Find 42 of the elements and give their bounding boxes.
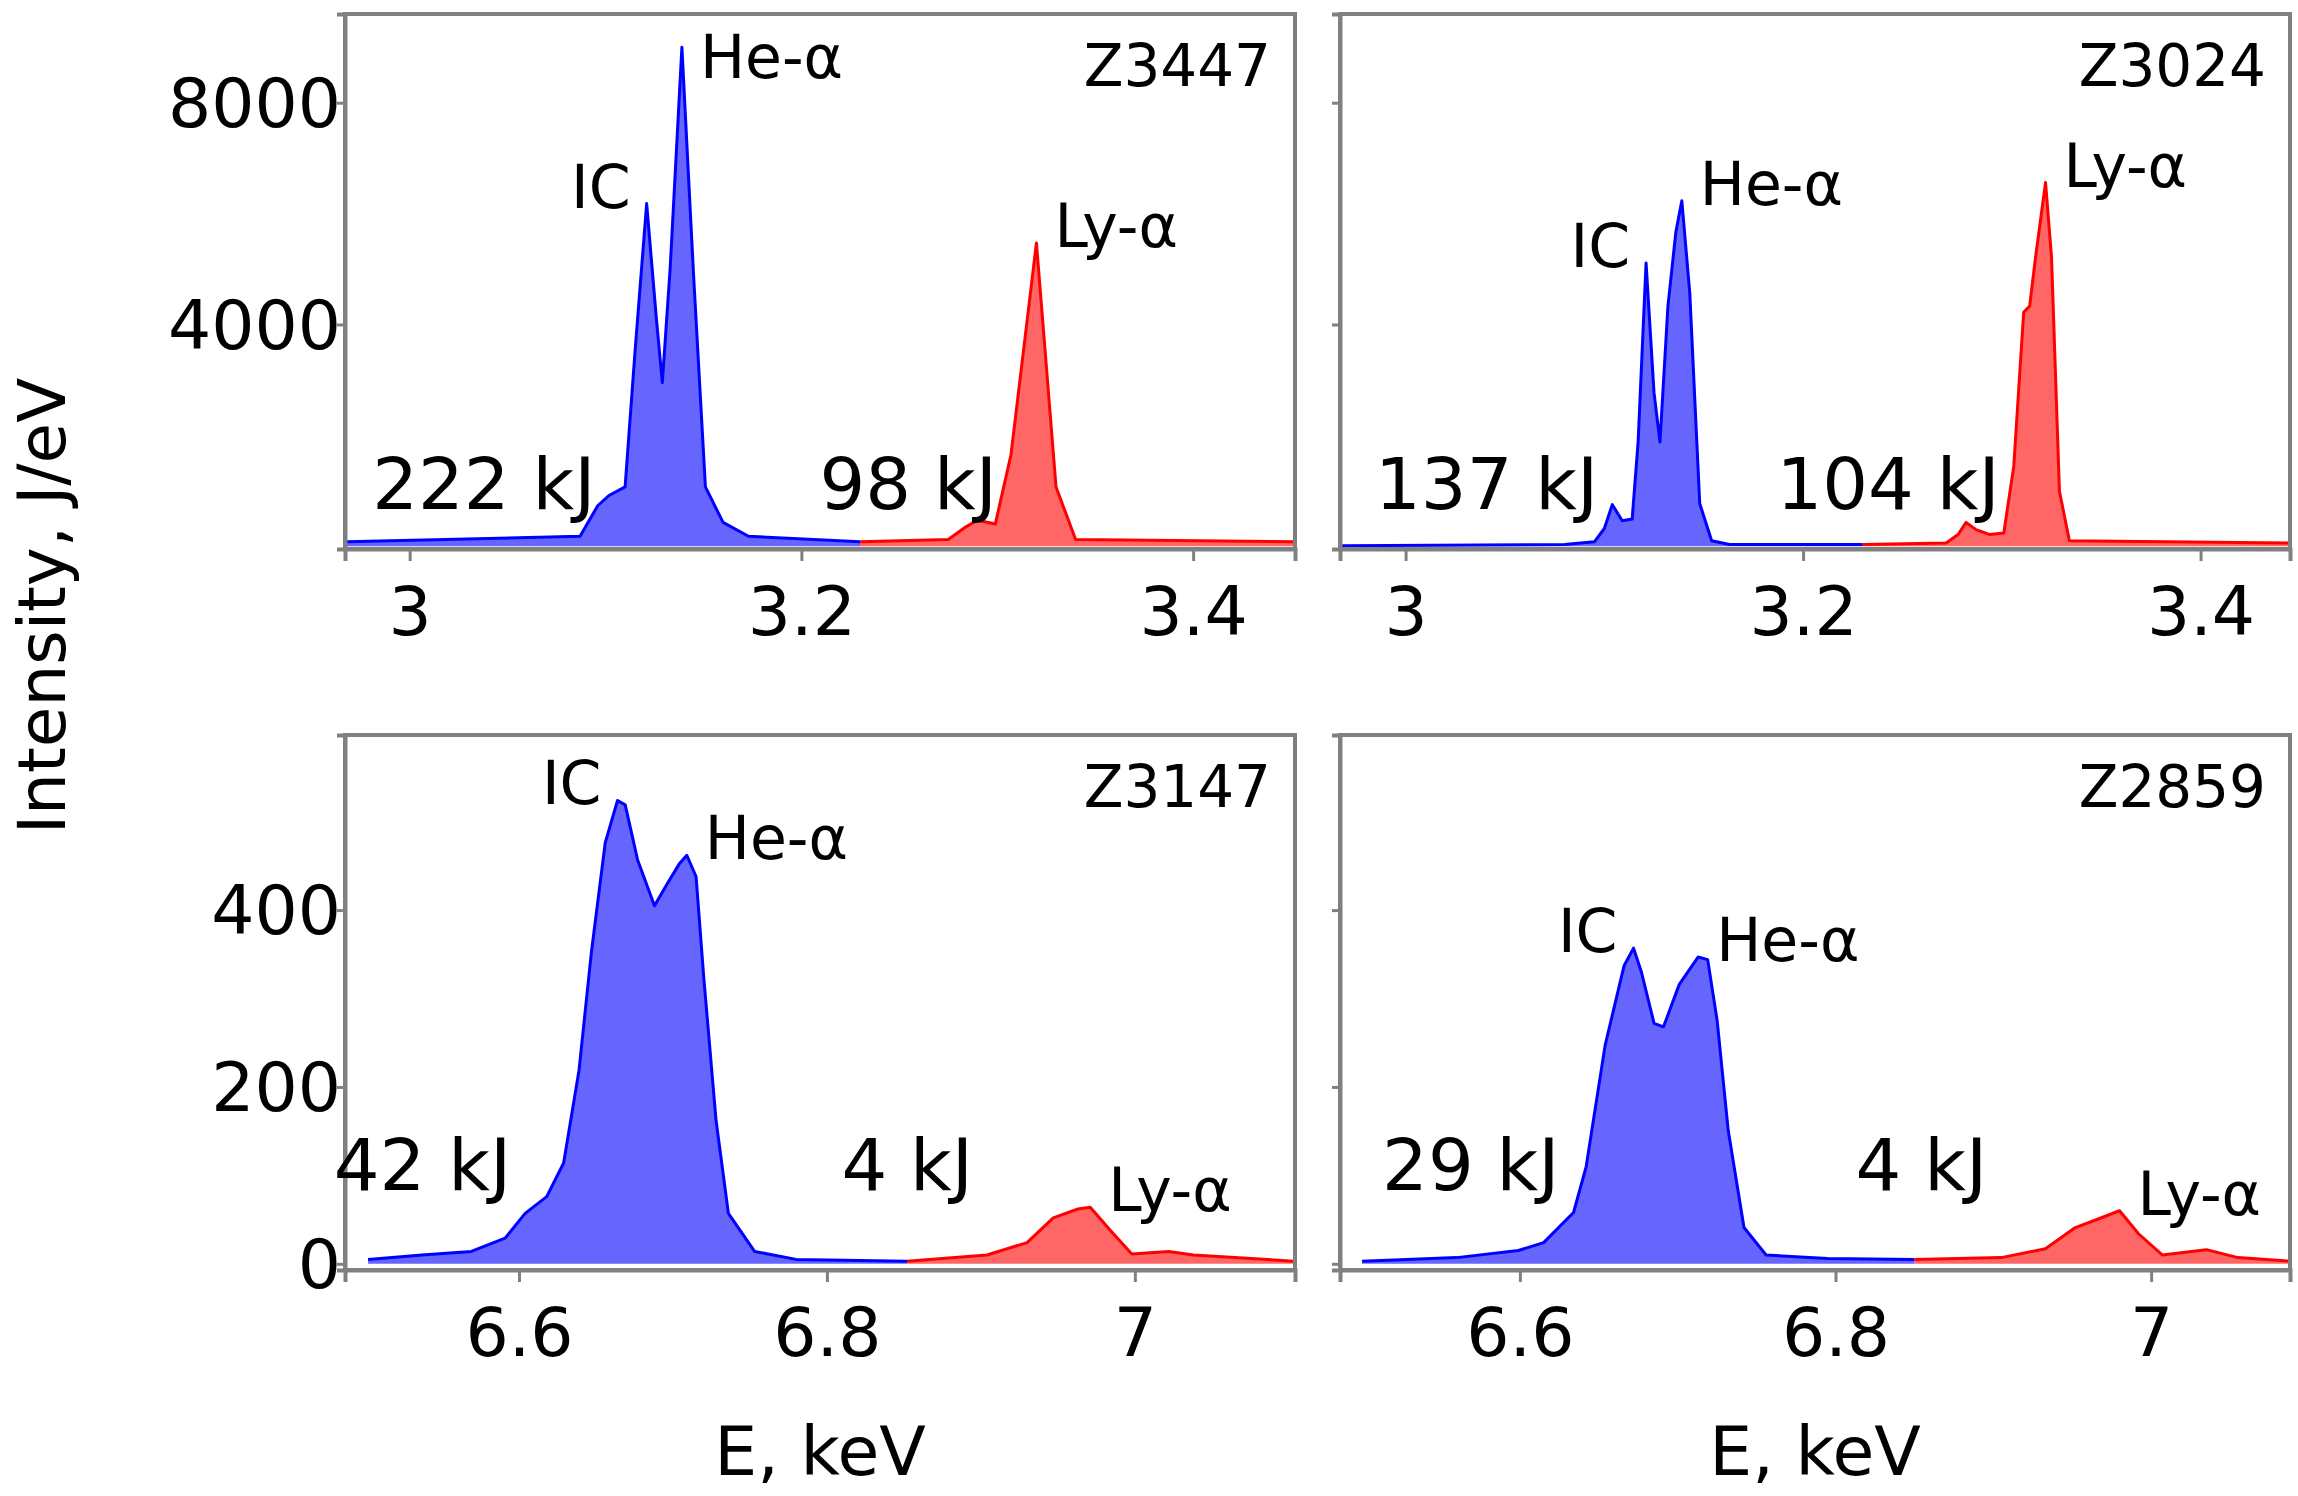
x-tick-label: 3.2 <box>1749 572 1858 652</box>
x-tick-label: 6.6 <box>465 1293 574 1373</box>
annotation: Ly-α <box>1054 190 1179 261</box>
annotation: IC <box>1570 210 1631 281</box>
x-tick-label: 6.6 <box>1466 1293 1575 1373</box>
x-tick-label: 7 <box>1113 1293 1157 1373</box>
annotation: Ly-α <box>1108 1155 1232 1226</box>
annotation: 222 kJ <box>372 442 596 526</box>
y-tick-label: 400 <box>211 871 341 951</box>
annotation: He-α <box>1716 904 1860 975</box>
annotation: 98 kJ <box>819 442 997 526</box>
y-axis-title: Intensity, J/eV <box>4 377 81 835</box>
annotation: IC <box>1557 896 1618 967</box>
annotation: 4 kJ <box>1855 1123 1988 1207</box>
x-tick-label: 3 <box>388 572 432 652</box>
x-tick-label: 3 <box>1384 572 1428 652</box>
annotation: Z2859 <box>2078 753 2266 821</box>
annotation: He-α <box>1699 148 1844 219</box>
annotation: 29 kJ <box>1382 1123 1560 1207</box>
annotation: 137 kJ <box>1375 442 1599 526</box>
annotation: He-α <box>699 22 844 92</box>
x-tick-label: 3.2 <box>747 572 856 652</box>
annotation: Z3147 <box>1083 753 1271 821</box>
x-axis-title: E, keV <box>1709 1412 1921 1491</box>
x-tick-label: 3.4 <box>1139 572 1248 652</box>
y-tick-label: 4000 <box>167 285 341 365</box>
annotation: Z3447 <box>1083 32 1271 100</box>
x-tick-label: 3.4 <box>2146 572 2256 652</box>
x-tick-label: 7 <box>2130 1293 2174 1373</box>
annotation: Z3024 <box>2078 32 2266 100</box>
y-tick-label: 8000 <box>167 64 341 143</box>
y-tick-label: 0 <box>297 1225 341 1305</box>
annotation: He-α <box>704 803 849 874</box>
annotation: Ly-α <box>2063 130 2188 201</box>
annotation: Ly-α <box>2137 1158 2262 1229</box>
annotation: 104 kJ <box>1776 442 2000 526</box>
x-tick-label: 6.8 <box>773 1293 882 1373</box>
x-axis-title: E, keV <box>714 1412 926 1491</box>
annotation: IC <box>571 151 631 222</box>
annotation: 4 kJ <box>841 1123 974 1207</box>
x-tick-label: 6.8 <box>1781 1293 1891 1373</box>
annotation: IC <box>541 748 602 819</box>
